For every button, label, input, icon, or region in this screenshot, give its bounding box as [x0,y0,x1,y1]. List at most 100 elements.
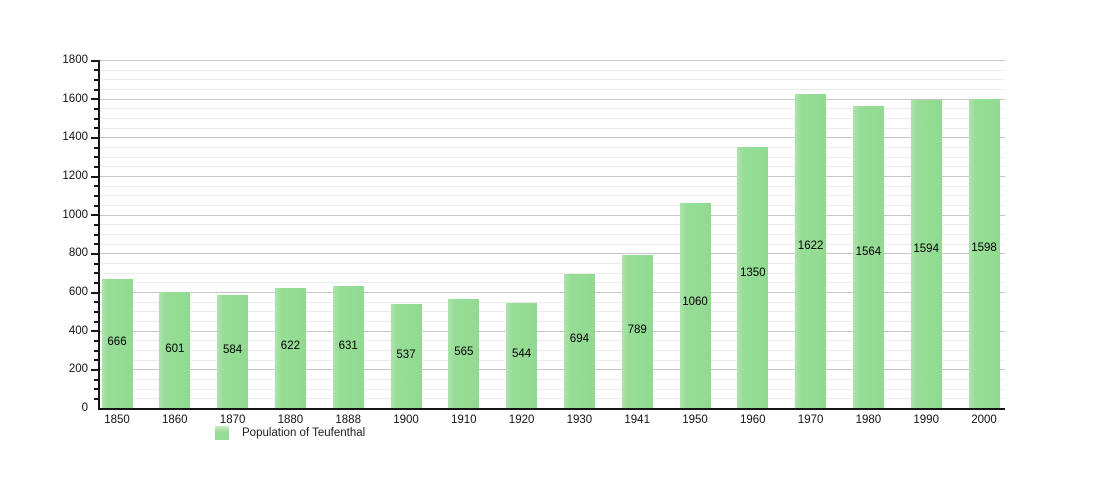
gridline-minor [100,69,1005,71]
x-tick-label: 1970 [797,414,824,426]
y-axis-tick [94,233,98,236]
x-tick-label: 1888 [335,414,361,426]
y-axis-tick [94,88,98,91]
bar-1920: 544 [506,302,538,408]
bar-1888: 631 [332,286,364,408]
y-axis-tick [91,368,98,371]
bar-2000: 1598 [968,99,1000,408]
y-axis-tick [94,204,98,207]
bar-value-label: 544 [512,348,532,361]
gridline-major [100,137,1005,139]
gridline-minor [100,282,1005,284]
y-axis-tick [94,78,98,81]
y-axis-tick [94,281,98,284]
y-axis-tick [94,262,98,265]
plot-area: 666 601 584 622 631 537 565 544 694 789 1060 1350 16… [91,59,1005,410]
gridline-minor [100,127,1005,129]
y-axis-tick [94,156,98,159]
y-axis-tick [94,272,98,275]
gridline-major [100,98,1005,100]
y-axis-tick [94,127,98,130]
y-tick-label: 1800 [62,54,88,66]
x-tick-label: 1870 [219,414,246,426]
bar-value-label: 1622 [797,239,824,252]
bar-1990: 1594 [910,99,942,408]
bar-value-label: 666 [107,336,127,349]
y-axis-tick [91,214,98,217]
y-axis-tick [94,223,98,226]
x-tick-label: 1990 [913,414,939,426]
gridline-minor [100,79,1005,81]
gridline-minor [100,205,1005,206]
y-axis-tick [91,59,98,62]
bar-value-label: 1564 [855,245,882,258]
y-tick-label: 1400 [62,131,88,144]
gridline-major [100,369,1005,371]
y-axis-tick [94,378,98,381]
gridline-minor [100,379,1005,380]
x-tick-label: 1980 [855,414,882,426]
bar-1900: 537 [390,304,422,408]
gridline-major [100,330,1005,332]
bar-1970: 1622 [795,94,827,408]
bar-1960: 1350 [737,147,769,408]
bar-value-label: 1598 [971,242,997,255]
y-axis-tick [91,98,98,101]
y-tick-label: 1000 [62,208,88,221]
y-tick-label: 200 [68,363,88,376]
y-axis-tick [94,339,98,342]
gridline-minor [100,340,1005,342]
y-axis-tick [91,175,98,178]
y-axis-tick [94,69,98,72]
x-tick-label: 1941 [624,414,650,426]
legend: Population of Teufenthal [215,426,365,440]
gridline-minor [100,234,1005,235]
bar-value-label: 1594 [913,242,939,255]
y-axis-tick [94,349,98,352]
y-axis-tick [94,165,98,168]
x-tick-label: 1930 [566,414,593,426]
y-axis-tick [94,194,98,197]
y-axis-tick [94,185,98,188]
x-tick-label: 1860 [162,414,188,426]
y-tick-label: 600 [68,286,88,298]
gridline-major [100,176,1005,177]
bar-value-label: 1060 [682,296,708,309]
bar-1950: 1060 [679,203,711,408]
bar-1860: 601 [159,291,191,408]
bar-1980: 1564 [852,105,884,408]
gridline-minor [100,195,1005,197]
y-tick-label: 1200 [62,170,88,182]
bar-value-label: 622 [280,340,300,353]
gridline-major [100,292,1005,293]
y-tick-label: 1600 [62,92,88,105]
gridline-minor [100,359,1005,361]
y-axis-tick [91,291,98,294]
gridline-minor [100,272,1005,274]
y-axis-tick [94,107,98,110]
bar-1880: 622 [274,287,306,408]
y-axis-tick [94,359,98,362]
y-axis-tick [94,320,98,323]
bar-value-label: 789 [627,323,647,336]
x-tick-label: 1920 [508,414,535,426]
gridline-minor [100,108,1005,110]
bar-1930: 694 [563,273,595,408]
legend-swatch-icon [215,426,229,440]
y-axis-tick [91,252,98,255]
bar-value-label: 584 [223,344,243,357]
gridline-minor [100,311,1005,313]
gridline-minor [100,350,1005,351]
gridline-minor [100,118,1005,119]
gridline-minor [100,388,1005,390]
y-axis-tick [94,301,98,304]
legend-label: Population of Teufenthal [242,427,366,439]
gridline-minor [100,321,1005,322]
y-axis-tick [94,146,98,149]
x-tick-label: 1900 [393,414,419,426]
gridline-minor [100,89,1005,90]
bar-value-label: 694 [569,333,589,346]
gridline-major [100,60,1005,61]
gridline-minor [100,185,1005,187]
